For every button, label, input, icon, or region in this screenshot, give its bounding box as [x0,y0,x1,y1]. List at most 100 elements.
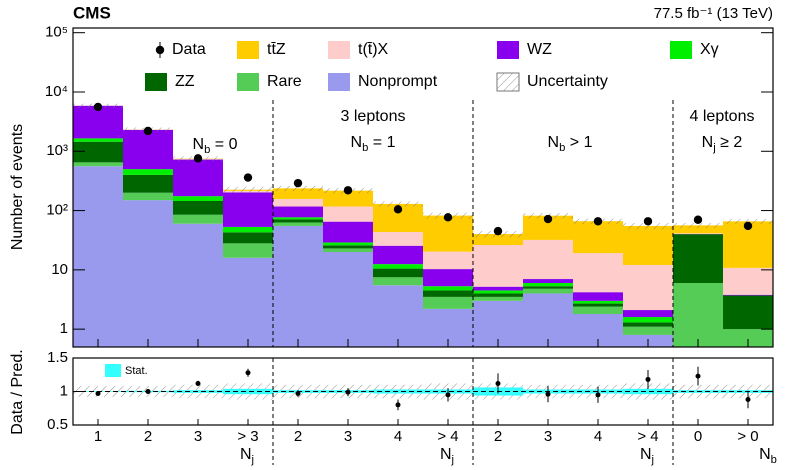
stack-segment [523,279,573,284]
x-axis-label-subscript: b [771,454,777,466]
stack-segment [673,225,723,234]
ratio-point [395,402,401,408]
x-axis-label-symbol: N [759,446,771,463]
x-tick-label: 2 [144,428,152,445]
stack-segment [723,267,773,295]
stack-segment [573,253,623,293]
stack-segment [123,200,173,347]
ratio-point [595,392,601,398]
stack-segment [323,245,373,249]
legend-uncertainty-label: Uncertainty [527,73,608,90]
stack-segment [273,206,323,218]
stack-segment [473,296,523,301]
x-axis-label-subscript: j [251,454,255,466]
region-label-subscript: b [559,142,565,154]
stack-segment [323,242,373,246]
region-label: Nb > 1 [548,134,593,154]
stack-segment [273,219,323,223]
region-label-relation: > 1 [565,134,592,151]
data-point [593,217,603,226]
region-label-relation: ≥ 2 [716,134,743,151]
stack-segment [223,243,273,258]
stack-segment [273,217,323,220]
stack-segment [73,138,123,142]
x-tick-label: > 4 [637,428,658,445]
data-point [93,102,103,112]
stack-segment [273,225,323,347]
stack-segment [423,269,473,287]
x-axis-label-symbol: N [640,446,652,463]
stack-segment [73,141,123,163]
stack-segment [223,226,273,233]
stack-segment [373,277,423,286]
stack-segment [673,233,723,234]
x-tick-label: 0 [694,428,702,445]
stack-segment [323,221,373,243]
region-label-symbol: N [193,136,205,153]
x-axis-label-subscript: j [651,454,655,466]
region-label-subscript: j [712,142,716,154]
data-point [743,221,753,231]
ratio-point [445,392,451,398]
data-point [493,226,503,236]
legend-swatch [670,41,692,59]
stack-segment [173,214,223,224]
ratio-stat [223,388,273,395]
y-tick-label: 10⁵ [45,24,68,41]
stack-segment [423,215,473,252]
stack-segment [373,245,423,265]
ratio-y-tick-label: 1 [60,382,68,399]
region-label: 4 leptons [690,108,755,125]
region-label-symbol: N [548,134,560,151]
stack-segment [473,290,523,294]
region-label-symbol: N [702,134,714,151]
uncertainty-band [673,222,723,229]
x-axis-label-symbol: N [240,446,252,463]
stack-segment [523,286,573,289]
uncertainty-band [623,222,673,230]
legend-swatch [237,73,259,91]
stack-segment [473,245,523,287]
x-axis-label: Nb [759,446,777,466]
stack-segment [473,286,523,291]
legend-data-label: Data [172,41,206,58]
legend-swatch [237,41,259,59]
data-point [443,213,453,222]
stack-segment [623,326,673,335]
stack-segment [523,293,573,347]
legend-swatch-label: t(t̄)X [358,41,389,58]
stack-segment [123,174,173,193]
uncertainty-band [373,201,423,207]
ratio-point [245,370,251,376]
stack-segment [573,303,623,307]
x-tick-label: 1 [94,428,102,445]
x-tick-label: 4 [394,428,402,445]
stack-segment [573,292,623,301]
legend-swatch [497,41,519,59]
region-label-symbol: N [351,134,363,151]
stack-segment [523,288,573,294]
x-axis-label: Nj [240,446,254,466]
x-tick-label: 3 [344,428,352,445]
stack-segment [273,222,323,226]
stack-segment [373,285,423,347]
stack-segment [73,166,123,347]
ratio-y-tick-label: 0.5 [47,416,68,433]
ratio-point [745,397,751,403]
region-label: 3 leptons [341,108,406,125]
y-tick-label: 10 [51,261,68,278]
region-label: Nb = 0 [193,136,238,156]
stack-segment [223,192,273,227]
legend-swatch-label: Rare [267,73,302,90]
stack-segment [423,296,473,309]
stack-segment [373,232,423,246]
stack-segment [123,129,173,170]
stack-segment [573,306,623,315]
legend-swatch-label: Xγ [700,41,719,58]
data-point [243,173,253,182]
data-point [393,205,403,214]
ratio-point [345,389,351,395]
stack-segment [173,223,223,347]
stack-segment [373,264,423,269]
